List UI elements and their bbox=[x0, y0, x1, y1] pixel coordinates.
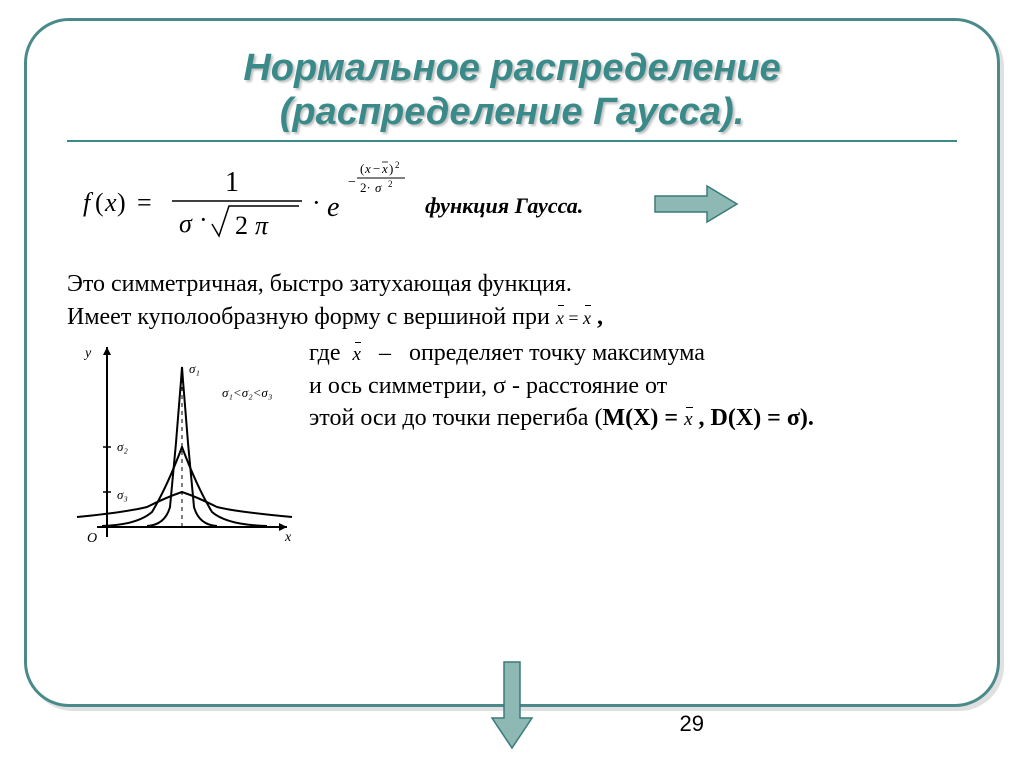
gaussian-formula: f ( x ) = 1 σ · 2 π · e − ( x − x ) 2 bbox=[77, 156, 407, 256]
title-underline bbox=[67, 140, 957, 142]
svg-text:x: x bbox=[364, 161, 371, 176]
text-line-4: и ось симметрии, σ - расстояние от bbox=[309, 370, 957, 402]
svg-text:σ: σ bbox=[179, 209, 193, 238]
svg-text:2: 2 bbox=[395, 160, 400, 170]
svg-text:): ) bbox=[117, 188, 126, 217]
page-number: 29 bbox=[680, 711, 704, 737]
svg-text:x: x bbox=[381, 161, 388, 176]
text-line-2: Имеет куполообразную форму с вершиной пр… bbox=[67, 301, 957, 333]
svg-text:x: x bbox=[284, 530, 292, 545]
svg-text:−: − bbox=[373, 161, 380, 176]
svg-text:y: y bbox=[83, 346, 92, 361]
svg-text:f: f bbox=[83, 188, 94, 217]
svg-text:σ: σ bbox=[375, 180, 382, 195]
slide-title: Нормальное распределение (распределение … bbox=[67, 47, 957, 134]
text-line-5: этой оси до точки перегиба (M(X) = x , D… bbox=[309, 402, 957, 434]
svg-text:σ₃: σ₃ bbox=[117, 487, 128, 502]
svg-text:e: e bbox=[327, 192, 339, 223]
formula-label: функция Гаусса. bbox=[425, 193, 583, 219]
svg-text:2: 2 bbox=[388, 179, 393, 189]
svg-text:=: = bbox=[137, 188, 152, 217]
svg-text:(: ( bbox=[95, 188, 104, 217]
svg-text:): ) bbox=[389, 161, 393, 176]
svg-text:−: − bbox=[348, 175, 356, 190]
svg-text:2: 2 bbox=[235, 211, 248, 240]
title-line-2: (распределение Гаусса). bbox=[280, 91, 745, 133]
svg-text:·: · bbox=[312, 188, 321, 217]
svg-text:σ₂: σ₂ bbox=[117, 439, 128, 454]
body-paragraph: Это симметричная, быстро затухающая функ… bbox=[67, 268, 957, 333]
text-line-1: Это симметричная, быстро затухающая функ… bbox=[67, 268, 957, 300]
gaussian-chart: y x O σ₁ σ₂ σ₃ σ₁<σ₂<σ₃ bbox=[67, 337, 297, 567]
arrow-down bbox=[488, 656, 536, 757]
svg-text:π: π bbox=[255, 211, 269, 240]
svg-text:2·: 2· bbox=[360, 180, 371, 195]
svg-text:O: O bbox=[87, 531, 97, 546]
svg-text:x: x bbox=[104, 188, 117, 217]
text-line-3: где x – определяет точку максимума bbox=[309, 337, 957, 369]
chart-and-text: y x O σ₁ σ₂ σ₃ σ₁<σ₂<σ₃ bbox=[67, 337, 957, 567]
svg-text:σ₁: σ₁ bbox=[189, 361, 200, 376]
svg-text:·: · bbox=[199, 205, 208, 234]
svg-text:σ₁<σ₂<σ₃: σ₁<σ₂<σ₃ bbox=[222, 385, 272, 400]
slide-frame: Нормальное распределение (распределение … bbox=[24, 18, 1000, 707]
svg-text:1: 1 bbox=[225, 167, 239, 198]
formula-row: f ( x ) = 1 σ · 2 π · e − ( x − x ) 2 bbox=[77, 156, 957, 256]
title-line-1: Нормальное распределение bbox=[243, 47, 780, 89]
right-text-block: где x – определяет точку максимума и ось… bbox=[309, 337, 957, 434]
svg-text:(: ( bbox=[360, 161, 364, 176]
arrow-right bbox=[651, 182, 741, 231]
